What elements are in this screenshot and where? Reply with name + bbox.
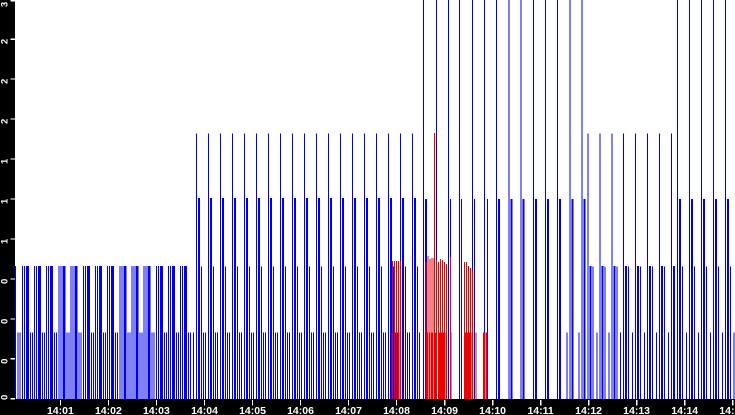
svg-text:14:10: 14:10 xyxy=(479,405,506,415)
svg-text:3: 3 xyxy=(0,2,11,7)
svg-text:14:06: 14:06 xyxy=(287,405,314,415)
svg-text:14:13: 14:13 xyxy=(623,405,650,415)
svg-text:2: 2 xyxy=(0,119,11,124)
svg-text:0: 0 xyxy=(0,319,11,324)
svg-text:14:12: 14:12 xyxy=(575,405,602,415)
svg-text:14:05: 14:05 xyxy=(239,405,266,415)
svg-text:14:02: 14:02 xyxy=(95,405,122,415)
svg-text:0: 0 xyxy=(0,395,11,400)
svg-text:0: 0 xyxy=(0,359,11,364)
svg-text:2: 2 xyxy=(0,79,11,84)
svg-text:1: 1 xyxy=(0,198,11,204)
svg-text:1: 1 xyxy=(0,238,11,244)
svg-text:14:07: 14:07 xyxy=(335,405,362,415)
svg-text:14:15: 14:15 xyxy=(719,405,735,415)
svg-text:1: 1 xyxy=(0,158,11,164)
svg-text:14:04: 14:04 xyxy=(191,405,218,415)
svg-text:14:08: 14:08 xyxy=(383,405,410,415)
svg-text:2: 2 xyxy=(0,39,11,44)
svg-text:14:03: 14:03 xyxy=(143,405,170,415)
svg-text:14:14: 14:14 xyxy=(671,405,698,415)
svg-text:0: 0 xyxy=(0,279,11,284)
svg-text:14:01: 14:01 xyxy=(47,405,74,415)
svg-text:14:09: 14:09 xyxy=(431,405,458,415)
svg-text:14:11: 14:11 xyxy=(527,405,553,415)
